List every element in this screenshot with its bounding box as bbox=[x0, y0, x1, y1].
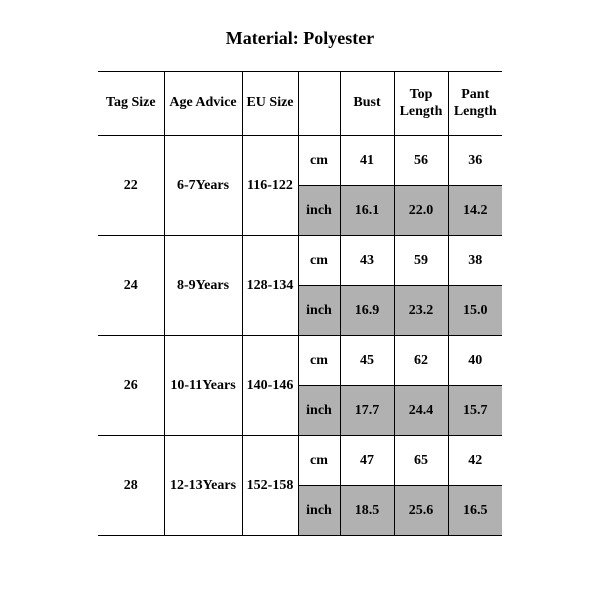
cell-top-inch: 22.0 bbox=[394, 186, 448, 236]
table-row: 22 6-7Years 116-122 cm 41 56 36 bbox=[98, 136, 502, 186]
cell-tag: 22 bbox=[98, 136, 164, 236]
cell-pant-inch: 15.0 bbox=[448, 286, 502, 336]
cell-unit-inch: inch bbox=[298, 286, 340, 336]
cell-pant-cm: 36 bbox=[448, 136, 502, 186]
cell-top-inch: 23.2 bbox=[394, 286, 448, 336]
cell-unit-cm: cm bbox=[298, 136, 340, 186]
cell-pant-inch: 14.2 bbox=[448, 186, 502, 236]
cell-bust-cm: 41 bbox=[340, 136, 394, 186]
cell-age: 8-9Years bbox=[164, 236, 242, 336]
cell-unit-cm: cm bbox=[298, 236, 340, 286]
table-row: 26 10-11Years 140-146 cm 45 62 40 bbox=[98, 336, 502, 386]
cell-bust-cm: 47 bbox=[340, 436, 394, 486]
cell-unit-inch: inch bbox=[298, 486, 340, 536]
cell-pant-inch: 15.7 bbox=[448, 386, 502, 436]
cell-top-cm: 65 bbox=[394, 436, 448, 486]
page-title: Material: Polyester bbox=[0, 0, 600, 71]
table-row: 28 12-13Years 152-158 cm 47 65 42 bbox=[98, 436, 502, 486]
col-age-advice: Age Advice bbox=[164, 72, 242, 136]
cell-age: 6-7Years bbox=[164, 136, 242, 236]
table-row: 24 8-9Years 128-134 cm 43 59 38 bbox=[98, 236, 502, 286]
size-table: Tag Size Age Advice EU Size Bust Top Len… bbox=[98, 71, 502, 536]
col-tag-size: Tag Size bbox=[98, 72, 164, 136]
cell-unit-inch: inch bbox=[298, 186, 340, 236]
header-row: Tag Size Age Advice EU Size Bust Top Len… bbox=[98, 72, 502, 136]
cell-eu: 140-146 bbox=[242, 336, 298, 436]
cell-top-inch: 24.4 bbox=[394, 386, 448, 436]
cell-top-cm: 56 bbox=[394, 136, 448, 186]
cell-pant-cm: 38 bbox=[448, 236, 502, 286]
cell-eu: 152-158 bbox=[242, 436, 298, 536]
cell-age: 12-13Years bbox=[164, 436, 242, 536]
cell-tag: 26 bbox=[98, 336, 164, 436]
cell-age: 10-11Years bbox=[164, 336, 242, 436]
cell-bust-cm: 43 bbox=[340, 236, 394, 286]
cell-top-inch: 25.6 bbox=[394, 486, 448, 536]
col-top-length: Top Length bbox=[394, 72, 448, 136]
cell-bust-inch: 16.1 bbox=[340, 186, 394, 236]
cell-bust-inch: 16.9 bbox=[340, 286, 394, 336]
cell-unit-inch: inch bbox=[298, 386, 340, 436]
cell-unit-cm: cm bbox=[298, 336, 340, 386]
cell-pant-cm: 42 bbox=[448, 436, 502, 486]
cell-bust-inch: 18.5 bbox=[340, 486, 394, 536]
cell-pant-cm: 40 bbox=[448, 336, 502, 386]
col-bust: Bust bbox=[340, 72, 394, 136]
cell-top-cm: 62 bbox=[394, 336, 448, 386]
cell-top-cm: 59 bbox=[394, 236, 448, 286]
col-pant-length: Pant Length bbox=[448, 72, 502, 136]
cell-unit-cm: cm bbox=[298, 436, 340, 486]
cell-eu: 128-134 bbox=[242, 236, 298, 336]
cell-tag: 24 bbox=[98, 236, 164, 336]
cell-bust-cm: 45 bbox=[340, 336, 394, 386]
col-eu-size: EU Size bbox=[242, 72, 298, 136]
cell-pant-inch: 16.5 bbox=[448, 486, 502, 536]
cell-eu: 116-122 bbox=[242, 136, 298, 236]
cell-tag: 28 bbox=[98, 436, 164, 536]
col-unit bbox=[298, 72, 340, 136]
cell-bust-inch: 17.7 bbox=[340, 386, 394, 436]
